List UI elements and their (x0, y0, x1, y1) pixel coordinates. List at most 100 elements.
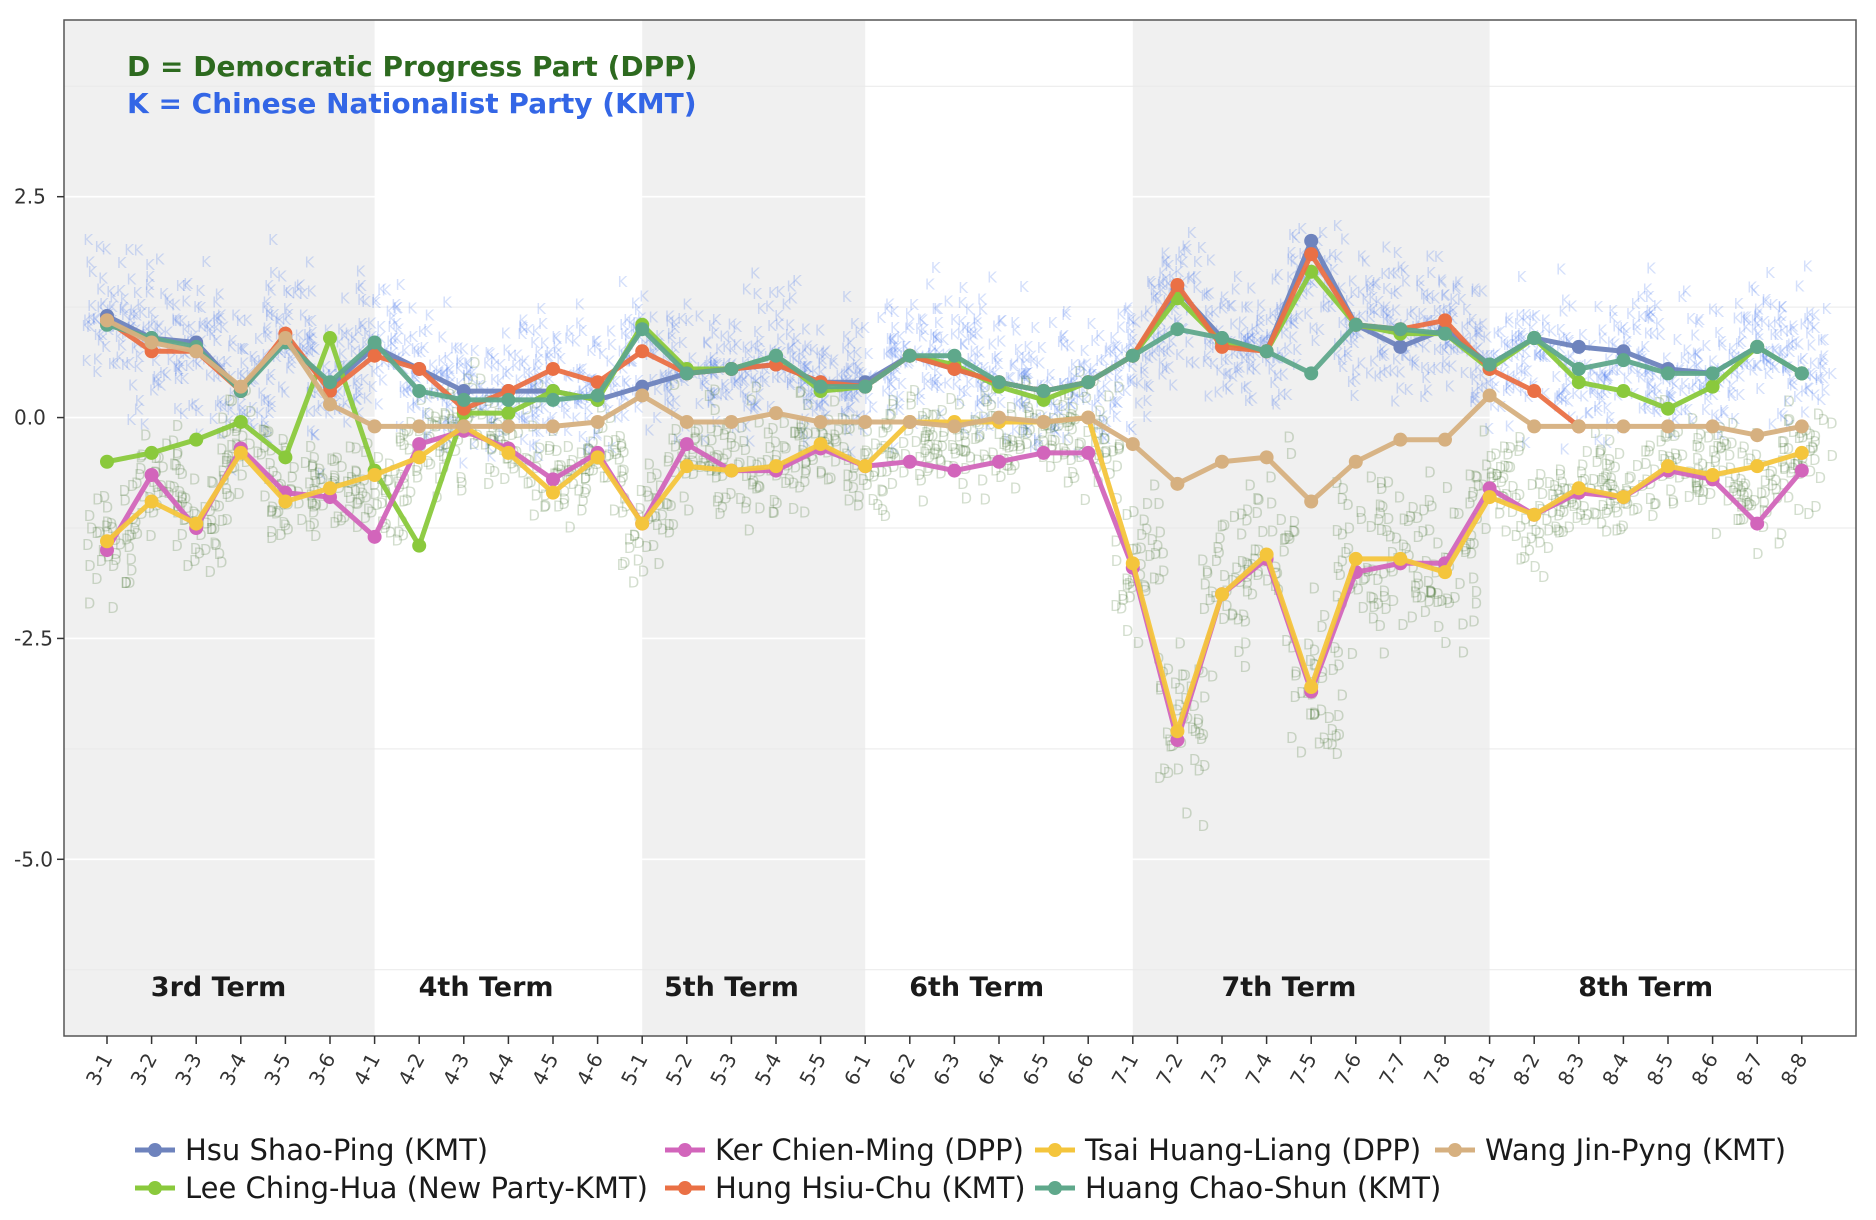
cloud-letter: K (1607, 333, 1618, 351)
cloud-letter: K (1285, 312, 1296, 330)
data-point (323, 375, 337, 390)
cloud-letter: D (351, 464, 363, 482)
cloud-letter: K (520, 413, 531, 431)
cloud-letter: K (1496, 323, 1507, 341)
cloud-letter: K (1437, 273, 1448, 291)
cloud-letter: K (1635, 363, 1646, 381)
cloud-letter: K (545, 369, 556, 387)
cloud-letter: D (1394, 489, 1406, 507)
cloud-letter: K (1380, 265, 1391, 283)
cloud-letter: K (263, 328, 274, 346)
cloud-letter: K (128, 306, 139, 324)
cloud-letter: K (422, 388, 433, 406)
cloud-letter: K (1122, 382, 1133, 400)
cloud-letter: K (371, 294, 382, 312)
cloud-letter: K (1190, 355, 1201, 373)
cloud-letter: K (1361, 290, 1372, 308)
cloud-letter: K (1650, 366, 1661, 384)
cloud-letter: K (1149, 290, 1160, 308)
cloud-letter: K (843, 422, 854, 440)
cloud-letter: K (316, 397, 327, 415)
cloud-letter: K (1017, 366, 1028, 384)
cloud-letter: K (1283, 340, 1294, 358)
cloud-letter: K (1139, 307, 1150, 325)
cloud-letter: K (1140, 347, 1151, 365)
cloud-letter: K (1714, 303, 1725, 321)
cloud-letter: K (1551, 368, 1562, 386)
cloud-letter: K (829, 351, 840, 369)
cloud-letter: K (303, 313, 314, 331)
cloud-letter: K (265, 303, 276, 321)
cloud-letter: K (280, 384, 291, 402)
cloud-letter: D (1251, 504, 1263, 522)
cloud-letter: K (228, 385, 239, 403)
data-point (992, 454, 1006, 469)
cloud-letter: K (1348, 329, 1359, 347)
cloud-letter: K (1693, 370, 1704, 388)
cloud-letter: D (1600, 468, 1612, 486)
cloud-letter: K (1356, 283, 1367, 301)
cloud-letter: K (1414, 313, 1425, 331)
cloud-letter: K (840, 387, 851, 405)
cloud-letter: K (497, 422, 508, 440)
cloud-letter: K (357, 277, 368, 295)
cloud-letter: D (308, 503, 320, 521)
cloud-letter: D (148, 473, 160, 491)
cloud-letter: K (98, 270, 109, 288)
cloud-letter: K (840, 405, 851, 423)
cloud-letter: K (1703, 390, 1714, 408)
data-point (635, 344, 650, 359)
cloud-letter: D (207, 474, 219, 492)
cloud-letter: K (888, 330, 899, 348)
cloud-letter: K (1768, 355, 1779, 373)
cloud-letter: K (239, 367, 250, 385)
data-point (1661, 401, 1675, 416)
cloud-letter: K (1229, 315, 1240, 333)
cloud-letter: K (909, 296, 920, 314)
cloud-letter: D (1777, 434, 1789, 452)
cloud-letter: D (456, 474, 468, 492)
cloud-letter: K (1164, 257, 1175, 275)
cloud-letter: K (933, 342, 944, 360)
cloud-letter: K (802, 358, 813, 376)
cloud-letter: K (1126, 326, 1137, 344)
cloud-letter: K (133, 358, 144, 376)
cloud-letter: K (1059, 399, 1070, 417)
cloud-letter: K (1482, 329, 1493, 347)
cloud-letter: K (1688, 413, 1699, 431)
data-point (858, 379, 873, 394)
cloud-letter: K (1164, 358, 1175, 376)
cloud-letter: K (1470, 371, 1481, 389)
cloud-letter: K (601, 394, 612, 412)
legend-label: Ker Chien-Ming (DPP) (715, 1133, 1024, 1167)
cloud-letter: D (102, 524, 114, 542)
cloud-letter: K (1075, 389, 1086, 407)
data-point (724, 414, 739, 429)
cloud-letter: K (391, 296, 402, 314)
cloud-letter: K (367, 314, 378, 332)
cloud-letter: K (1556, 321, 1567, 339)
data-point (100, 534, 114, 549)
data-point (1081, 375, 1096, 390)
cloud-letter: D (309, 466, 321, 484)
cloud-letter: K (1519, 330, 1530, 348)
cloud-letter: K (145, 276, 156, 294)
cloud-letter: K (1694, 357, 1705, 375)
cloud-letter: K (788, 289, 799, 307)
cloud-letter: K (905, 316, 916, 334)
cloud-letter: K (617, 273, 628, 291)
cloud-letter: K (752, 285, 763, 303)
cloud-letter: K (1006, 370, 1017, 388)
cloud-letter: K (1727, 346, 1738, 364)
cloud-letter: D (1826, 447, 1838, 465)
cloud-letter: K (1425, 247, 1436, 265)
cloud-letter: K (1420, 286, 1431, 304)
cloud-letter: K (969, 362, 980, 380)
cloud-letter: D (979, 490, 991, 508)
cloud-letter: D (326, 451, 338, 469)
cloud-letter: D (1303, 636, 1315, 654)
cloud-letter: K (198, 314, 209, 332)
x-tick-label: 8-3 (1553, 1049, 1590, 1089)
cloud-letter: K (1560, 391, 1571, 409)
cloud-letter: D (1472, 477, 1484, 495)
